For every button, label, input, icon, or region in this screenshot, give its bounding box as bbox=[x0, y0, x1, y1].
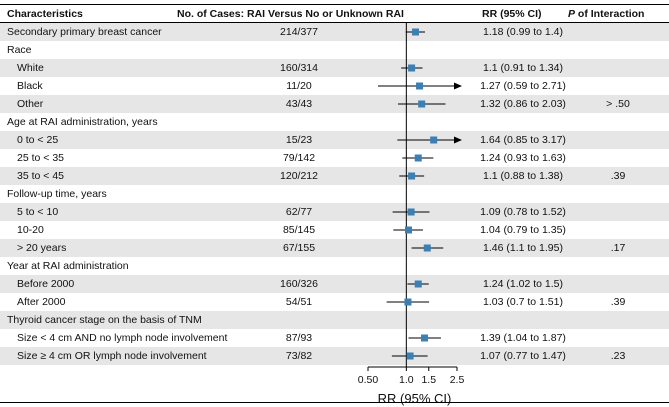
row-label: Age at RAI administration, years bbox=[7, 115, 158, 128]
header-rr: RR (95% CI) bbox=[482, 8, 542, 20]
row-cases: 54/51 bbox=[285, 295, 313, 308]
row-rr-text: 1.07 (0.77 to 1.47) bbox=[480, 349, 566, 362]
point-estimate bbox=[408, 172, 416, 180]
point-estimate bbox=[418, 100, 426, 108]
ci-arrow bbox=[454, 82, 462, 90]
bottom-rule bbox=[0, 402, 669, 403]
row-label: Black bbox=[17, 79, 43, 92]
point-estimate bbox=[423, 244, 431, 252]
row-rr-text: 1.18 (0.99 to 1.4) bbox=[483, 25, 563, 38]
row-cases: 85/145 bbox=[282, 223, 316, 236]
row-stripe bbox=[0, 311, 669, 329]
row-stripe bbox=[0, 203, 669, 221]
row-cases: 120/212 bbox=[280, 169, 318, 182]
row-p-value: .17 bbox=[610, 241, 626, 254]
row-label: Race bbox=[7, 43, 32, 56]
row-rr-text: 1.39 (1.04 to 1.87) bbox=[480, 331, 566, 344]
row-rr-text: 1.46 (1.1 to 1.95) bbox=[483, 241, 563, 254]
row-label: Year at RAI administration bbox=[7, 259, 129, 272]
x-axis-label: RR (95% CI) bbox=[378, 391, 452, 406]
row-rr-text: 1.64 (0.85 to 3.17) bbox=[480, 133, 566, 146]
row-label: Other bbox=[17, 97, 44, 110]
point-estimate bbox=[404, 298, 412, 306]
point-estimate bbox=[406, 352, 414, 360]
row-cases: 73/82 bbox=[285, 349, 313, 362]
row-rr-text: 1.04 (0.79 to 1.35) bbox=[480, 223, 566, 236]
point-estimate bbox=[416, 82, 424, 90]
row-label: Size ≥ 4 cm OR lymph node involvement bbox=[17, 349, 207, 362]
row-label: Before 2000 bbox=[17, 277, 75, 290]
row-stripe bbox=[0, 347, 669, 365]
row-label: Follow-up time, years bbox=[7, 187, 107, 200]
row-rr-text: 1.32 (0.86 to 2.03) bbox=[480, 97, 566, 110]
point-estimate bbox=[421, 334, 429, 342]
row-p-value: .23 bbox=[610, 349, 626, 362]
row-rr-text: 1.03 (0.7 to 1.51) bbox=[483, 295, 563, 308]
row-p-value: .39 bbox=[610, 169, 626, 182]
ci-arrow bbox=[454, 136, 462, 144]
row-rr-text: 1.24 (1.02 to 1.5) bbox=[483, 277, 563, 290]
row-rr-text: 1.24 (0.93 to 1.63) bbox=[480, 151, 566, 164]
row-stripe bbox=[0, 275, 669, 293]
top-rule bbox=[0, 4, 669, 5]
row-rr-text: 1.09 (0.78 to 1.52) bbox=[480, 205, 566, 218]
point-estimate bbox=[414, 154, 422, 162]
row-cases: 160/326 bbox=[280, 277, 318, 290]
point-estimate bbox=[430, 136, 438, 144]
header-cases: No. of Cases: RAI Versus No or Unknown R… bbox=[177, 8, 404, 20]
row-cases: 67/155 bbox=[282, 241, 316, 254]
row-stripe bbox=[0, 131, 669, 149]
header-rule bbox=[0, 22, 669, 23]
x-tick-label: 2.5 bbox=[450, 374, 465, 386]
row-cases: 11/20 bbox=[286, 79, 312, 92]
row-stripe bbox=[0, 95, 669, 113]
point-estimate bbox=[408, 64, 416, 72]
row-cases: 62/77 bbox=[285, 205, 313, 218]
row-label: Thyroid cancer stage on the basis of TNM bbox=[7, 313, 202, 326]
row-cases: 43/43 bbox=[285, 97, 313, 110]
point-estimate bbox=[411, 28, 419, 36]
point-estimate bbox=[407, 208, 415, 216]
row-label: Secondary primary breast cancer bbox=[7, 25, 162, 38]
row-cases: 87/93 bbox=[285, 331, 313, 344]
row-cases: 214/377 bbox=[280, 25, 318, 38]
x-tick-label: 1.5 bbox=[421, 374, 436, 386]
row-cases: 79/142 bbox=[282, 151, 316, 164]
x-tick-label: 1.0 bbox=[399, 374, 414, 386]
row-label: > 20 years bbox=[17, 241, 67, 254]
point-estimate bbox=[414, 280, 422, 288]
row-cases: 15/23 bbox=[285, 133, 313, 146]
row-cases: 160/314 bbox=[280, 61, 318, 74]
row-rr-text: 1.27 (0.59 to 2.71) bbox=[480, 79, 566, 92]
header-interaction-rest: of Interaction bbox=[575, 8, 645, 20]
row-stripe bbox=[0, 23, 669, 41]
row-stripe bbox=[0, 59, 669, 77]
row-label: 5 to < 10 bbox=[17, 205, 59, 218]
row-label: Size < 4 cm AND no lymph node involvemen… bbox=[17, 331, 228, 344]
row-label: White bbox=[17, 61, 44, 74]
row-label: 25 to < 35 bbox=[17, 151, 64, 164]
point-estimate bbox=[404, 226, 412, 234]
header-interaction: P of Interaction bbox=[568, 8, 644, 21]
row-p-value: .39 bbox=[610, 295, 626, 308]
row-p-value: > .50 bbox=[606, 97, 630, 110]
x-tick-label: 0.50 bbox=[358, 374, 379, 386]
row-label: 10-20 bbox=[17, 223, 44, 236]
row-rr-text: 1.1 (0.88 to 1.38) bbox=[483, 169, 563, 182]
row-rr-text: 1.1 (0.91 to 1.34) bbox=[483, 61, 563, 74]
row-label: After 2000 bbox=[17, 295, 66, 308]
header-characteristics: Characteristics bbox=[7, 8, 83, 20]
header-interaction-p: P bbox=[568, 8, 576, 20]
row-label: 0 to < 25 bbox=[17, 133, 59, 146]
row-label: 35 to < 45 bbox=[17, 169, 64, 182]
row-stripe bbox=[0, 167, 669, 185]
row-stripe bbox=[0, 239, 669, 257]
